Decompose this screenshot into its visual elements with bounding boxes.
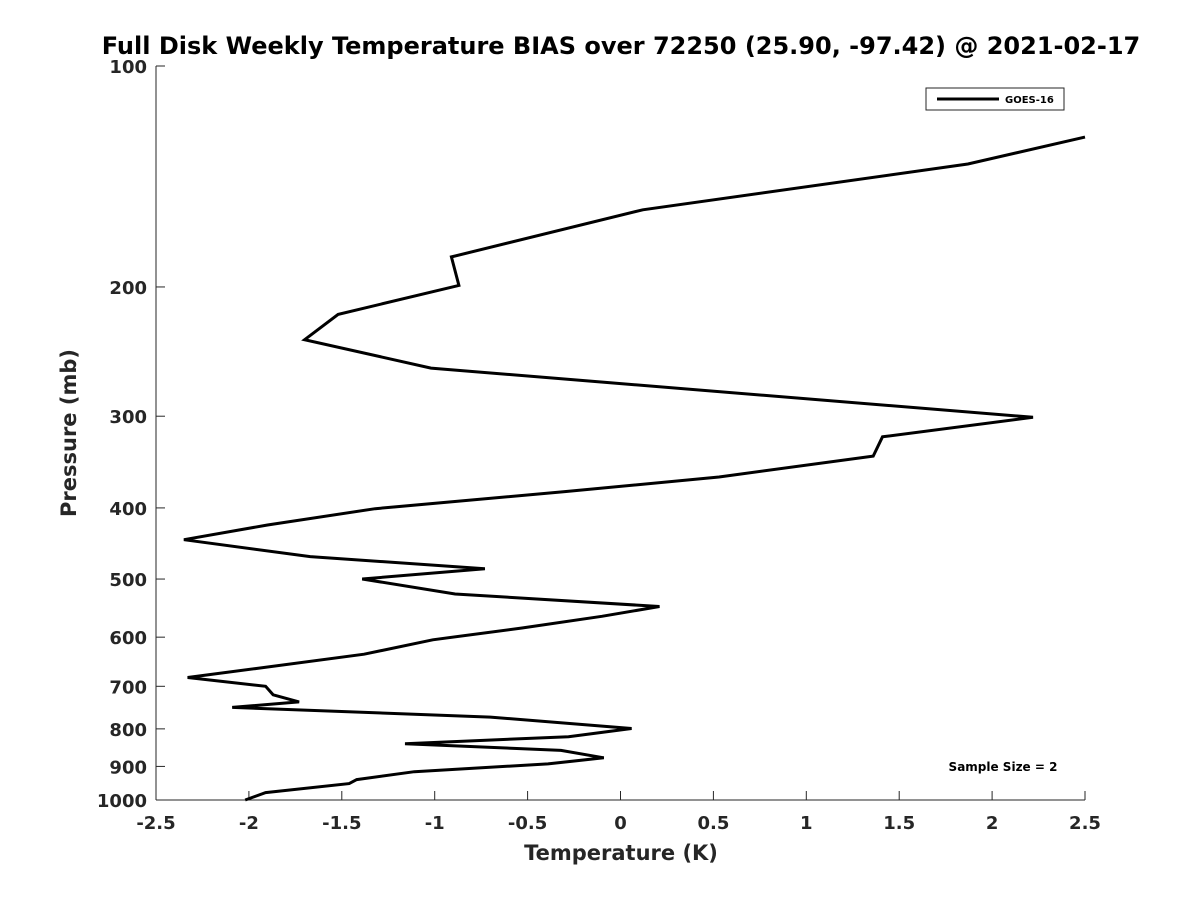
chart-title: Full Disk Weekly Temperature BIAS over 7… xyxy=(102,32,1141,60)
legend: GOES-16 xyxy=(925,87,1065,111)
y-tick-label: 100 xyxy=(109,57,147,78)
y-tick-label: 200 xyxy=(109,278,147,299)
legend-entry-goes-16: GOES-16 xyxy=(1005,95,1054,106)
x-ticks: -2.5 -2 -1.5 -1 -0.5 0 0.5 1 1.5 2 2.5 xyxy=(136,791,1101,834)
x-tick-label: -1.5 xyxy=(322,813,361,834)
y-axis-label: Pressure (mb) xyxy=(57,349,81,517)
y-tick-label: 600 xyxy=(109,628,147,649)
y-tick-label: 500 xyxy=(109,570,147,591)
plot-area xyxy=(156,66,1085,800)
x-tick-label: -1 xyxy=(425,813,445,834)
y-tick-label: 800 xyxy=(109,720,147,741)
x-axis-label: Temperature (K) xyxy=(524,841,718,865)
y-tick-label: 900 xyxy=(109,757,147,778)
series-line-goes-16 xyxy=(183,135,1086,802)
x-tick-label: 0.5 xyxy=(697,813,729,834)
x-tick-label: 1.5 xyxy=(883,813,915,834)
x-tick-label: -0.5 xyxy=(508,813,547,834)
x-tick-label: -2 xyxy=(239,813,259,834)
x-tick-label: 2 xyxy=(986,813,999,834)
y-ticks: 100 200 300 400 500 600 700 800 900 1000 xyxy=(97,57,165,812)
y-tick-label: 300 xyxy=(109,407,147,428)
x-tick-label: 1 xyxy=(800,813,813,834)
sample-size-annotation: Sample Size = 2 xyxy=(949,760,1058,774)
y-tick-label: 400 xyxy=(109,499,147,520)
y-tick-label: 1000 xyxy=(97,791,147,812)
x-tick-label: -2.5 xyxy=(136,813,175,834)
series-layer xyxy=(183,135,1086,802)
x-tick-label: 2.5 xyxy=(1069,813,1101,834)
y-tick-label: 700 xyxy=(109,677,147,698)
x-tick-label: 0 xyxy=(614,813,627,834)
